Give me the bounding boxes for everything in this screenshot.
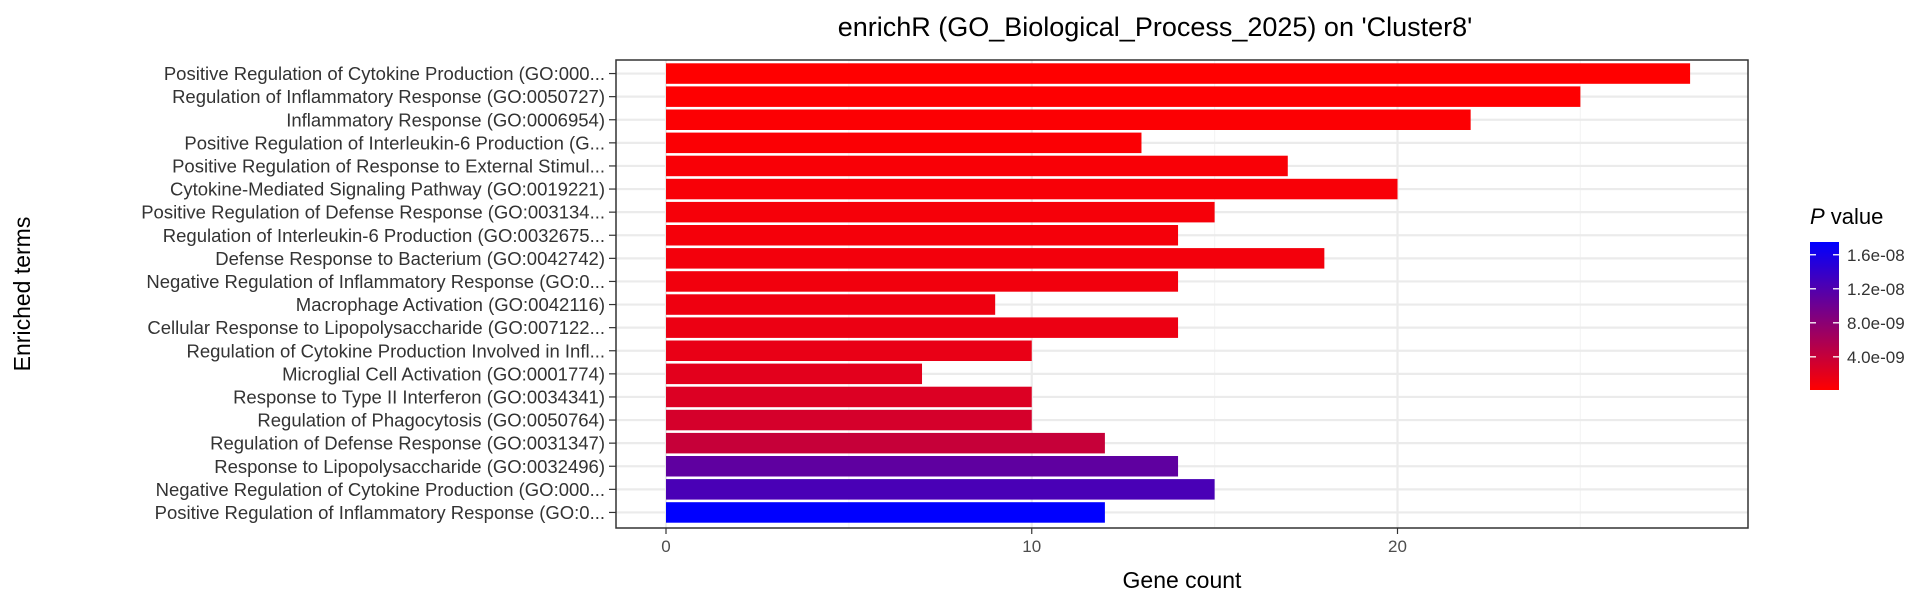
- y-axis-term-labels: Positive Regulation of Cytokine Producti…: [141, 63, 616, 523]
- term-label-9: Defense Response to Bacterium (GO:004274…: [215, 248, 605, 269]
- term-label-18: Response to Lipopolysaccharide (GO:00324…: [214, 456, 605, 477]
- legend-title-italic: P: [1810, 204, 1825, 229]
- x-tick-label: 20: [1388, 537, 1407, 556]
- term-label-15: Response to Type II Interferon (GO:00343…: [233, 386, 605, 407]
- legend: P value 1.6e-08 1.2e-08 8.0e-09 4.0e-09: [1810, 204, 1905, 390]
- term-label-11: Macrophage Activation (GO:0042116): [296, 294, 605, 315]
- bar-15: [666, 386, 1032, 408]
- bar-12: [666, 317, 1179, 338]
- term-label-20: Positive Regulation of Inflammatory Resp…: [155, 502, 605, 523]
- bar-20: [666, 502, 1105, 523]
- x-axis: 0 10 20: [661, 528, 1407, 556]
- x-tick-label: 0: [661, 537, 670, 556]
- bar-17: [666, 432, 1105, 454]
- bars: [666, 63, 1691, 523]
- bar-18: [666, 456, 1179, 477]
- legend-title-rest: value: [1825, 204, 1884, 229]
- x-tick-label: 10: [1022, 537, 1041, 556]
- term-label-5: Positive Regulation of Response to Exter…: [172, 155, 605, 176]
- term-label-8: Regulation of Interleukin-6 Production (…: [163, 225, 605, 246]
- bar-10: [666, 271, 1179, 292]
- x-axis-title: Gene count: [1123, 567, 1243, 593]
- term-label-16: Regulation of Phagocytosis (GO:0050764): [257, 410, 605, 431]
- term-label-1: Positive Regulation of Cytokine Producti…: [164, 63, 605, 84]
- term-label-13: Regulation of Cytokine Production Involv…: [186, 340, 605, 361]
- bar-6: [666, 178, 1398, 200]
- term-label-10: Negative Regulation of Inflammatory Resp…: [146, 271, 605, 292]
- term-label-6: Cytokine-Mediated Signaling Pathway (GO:…: [170, 179, 605, 200]
- term-label-12: Cellular Response to Lipopolysaccharide …: [147, 317, 605, 338]
- term-label-14: Microglial Cell Activation (GO:0001774): [282, 363, 605, 384]
- term-label-7: Positive Regulation of Defense Response …: [141, 202, 605, 223]
- bar-1: [666, 63, 1691, 84]
- y-axis-title: Enriched terms: [9, 217, 35, 372]
- bar-5: [666, 155, 1288, 177]
- bar-4: [666, 132, 1142, 154]
- bar-11: [666, 294, 996, 315]
- bar-7: [666, 201, 1215, 223]
- term-label-4: Positive Regulation of Interleukin-6 Pro…: [184, 132, 605, 153]
- bar-13: [666, 340, 1032, 361]
- term-label-19: Negative Regulation of Cytokine Producti…: [156, 479, 605, 500]
- bar-16: [666, 409, 1032, 431]
- plot-panel-border: [615, 59, 1749, 529]
- legend-label: 4.0e-09: [1847, 348, 1905, 367]
- term-label-3: Inflammatory Response (GO:0006954): [286, 109, 605, 130]
- bar-2: [666, 86, 1581, 107]
- legend-ticks: 1.6e-08 1.2e-08 8.0e-09 4.0e-09: [1810, 246, 1905, 367]
- legend-label: 1.2e-08: [1847, 280, 1905, 299]
- chart-title: enrichR (GO_Biological_Process_2025) on …: [838, 12, 1473, 42]
- bar-3: [666, 109, 1471, 130]
- legend-title: P value: [1810, 204, 1883, 229]
- term-label-17: Regulation of Defense Response (GO:00313…: [210, 433, 605, 454]
- term-label-2: Regulation of Inflammatory Response (GO:…: [172, 86, 605, 107]
- legend-label: 1.6e-08: [1847, 246, 1905, 265]
- legend-colorbar: [1810, 242, 1839, 390]
- bar-14: [666, 363, 923, 385]
- bar-19: [666, 479, 1215, 500]
- legend-label: 8.0e-09: [1847, 314, 1905, 333]
- bar-9: [666, 248, 1325, 269]
- bar-8: [666, 225, 1179, 246]
